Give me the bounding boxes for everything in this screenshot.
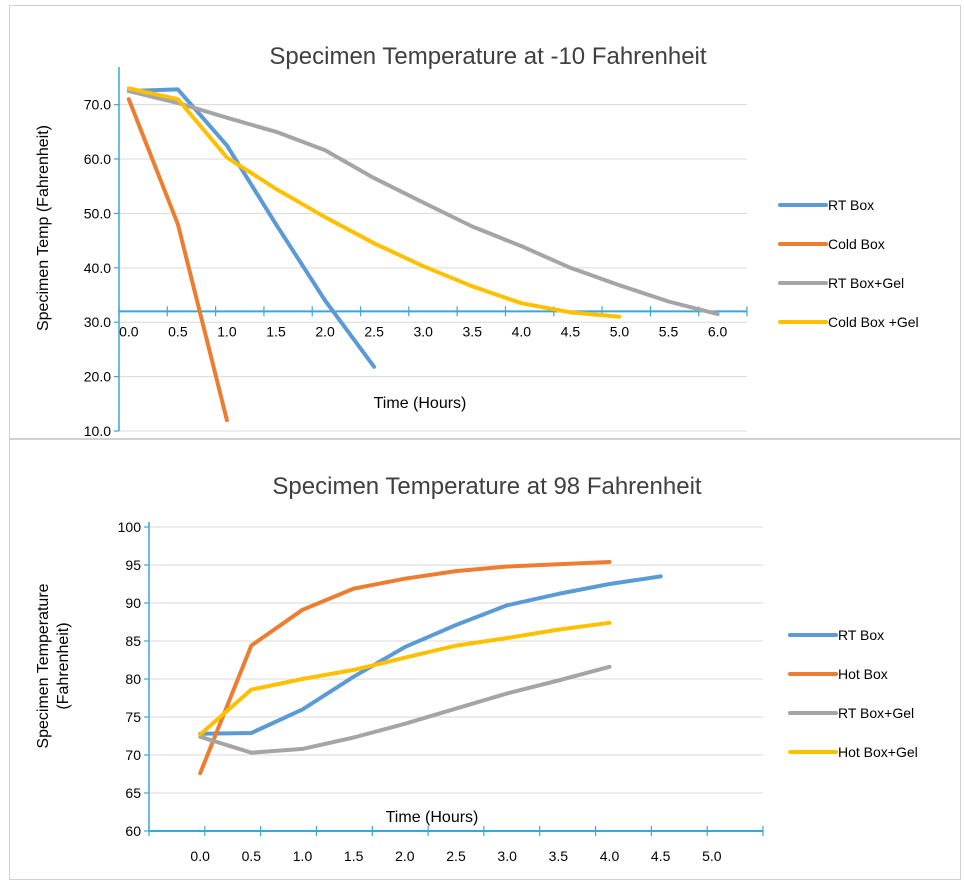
x-tick-label: 6.0 (708, 323, 728, 339)
y-tick-label: 70 (125, 747, 141, 763)
legend-label: Hot Box+Gel (838, 744, 918, 760)
x-tick-label: 2.0 (395, 848, 415, 864)
x-tick-label: 5.0 (702, 848, 722, 864)
y-tick-label: 10.0 (84, 423, 111, 439)
y-tick-label: 90 (125, 595, 141, 611)
legend-label: RT Box+Gel (828, 275, 904, 291)
y-tick-label: 50.0 (84, 205, 111, 221)
x-tick-label: 3.5 (463, 323, 483, 339)
x-tick-label: 5.5 (659, 323, 679, 339)
x-tick-label: 4.5 (561, 323, 581, 339)
x-tick-label: 0.0 (190, 848, 210, 864)
y-tick-label: 30.0 (84, 314, 111, 330)
series-line-rt-box (198, 574, 663, 736)
legend-label: Cold Box (828, 236, 885, 252)
x-tick-label: 0.0 (119, 323, 139, 339)
x-tick-label: 2.0 (315, 323, 335, 339)
series-line-cold-box-gel (126, 86, 622, 319)
series-line-hot-box (198, 560, 612, 776)
legend-label: Hot Box (838, 666, 888, 682)
y-tick-label: 65 (125, 785, 141, 801)
series-line-hot-box-gel (198, 620, 612, 737)
series-line-rt-box-gel (126, 89, 720, 317)
x-tick-label: 1.5 (266, 323, 286, 339)
y-axis-title-line-1: Specimen Temperature (35, 583, 52, 748)
series-line-rt-box-gel (198, 664, 612, 755)
x-tick-label: 1.5 (344, 848, 364, 864)
y-tick-label: 70.0 (84, 97, 111, 113)
x-tick-label: 4.0 (512, 323, 532, 339)
x-tick-label: 1.0 (293, 848, 313, 864)
legend-label: RT Box (828, 197, 874, 213)
y-tick-label: 60.0 (84, 151, 111, 167)
y-tick-label: 75 (125, 709, 141, 725)
y-tick-label: 60 (125, 823, 141, 839)
y-tick-label: 85 (125, 633, 141, 649)
y-axis-title-line-2: (Fahrenheit) (55, 622, 72, 709)
x-tick-label: 4.0 (600, 848, 620, 864)
chart-panel-hot: Specimen Temperature at 98 Fahrenheit 60… (9, 439, 961, 880)
x-tick-label: 0.5 (242, 848, 262, 864)
y-tick-label: 80 (125, 671, 141, 687)
x-axis-title: Time (Hours) (374, 395, 467, 412)
x-tick-label: 1.0 (217, 323, 237, 339)
chart-cold-svg: Specimen Temperature at -10 Fahrenheit 1… (35, 43, 919, 439)
chart-panel-cold: Specimen Temperature at -10 Fahrenheit 1… (9, 5, 961, 439)
x-tick-label: 4.5 (651, 848, 671, 864)
x-tick-label: 2.5 (446, 848, 466, 864)
x-tick-label: 0.5 (168, 323, 188, 339)
x-tick-label: 5.0 (610, 323, 630, 339)
y-tick-label: 40.0 (84, 260, 111, 276)
chart-title: Specimen Temperature at 98 Fahrenheit (272, 473, 701, 500)
y-axis-title: Specimen Temp (Fahrenheit) (35, 125, 52, 331)
x-tick-label: 3.0 (413, 323, 433, 339)
x-tick-label: 3.0 (497, 848, 517, 864)
legend-label: Cold Box +Gel (828, 314, 919, 330)
legend-label: RT Box+Gel (838, 705, 914, 721)
chart-title: Specimen Temperature at -10 Fahrenheit (269, 43, 706, 70)
series-line-cold-box (126, 97, 229, 423)
y-tick-label: 100 (118, 519, 142, 535)
chart-hot-svg: Specimen Temperature at 98 Fahrenheit 60… (35, 473, 918, 864)
y-tick-label: 95 (125, 557, 141, 573)
series-line-rt-box (126, 87, 377, 369)
legend-label: RT Box (838, 627, 884, 643)
x-tick-label: 2.5 (364, 323, 384, 339)
y-tick-label: 20.0 (84, 369, 111, 385)
x-tick-label: 3.5 (549, 848, 569, 864)
x-axis-title: Time (Hours) (386, 809, 479, 826)
